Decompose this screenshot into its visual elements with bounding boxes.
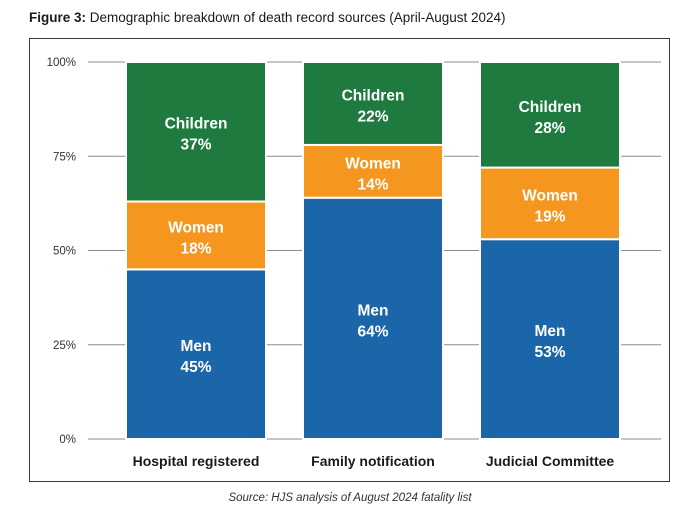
bar-segment-women <box>125 200 267 271</box>
segment-label: Women <box>345 155 401 172</box>
figure-label: Figure 3: <box>29 10 87 25</box>
y-tick-label: 75% <box>53 151 76 163</box>
y-tick-label: 0% <box>59 434 76 446</box>
segment-label: Children <box>165 116 228 133</box>
bar-segment-women <box>479 166 621 241</box>
data-label: 53% <box>534 344 565 361</box>
y-tick-label: 25% <box>53 340 76 352</box>
source-note: Source: HJS analysis of August 2024 fata… <box>228 492 472 504</box>
category-label: Family notification <box>311 453 435 469</box>
bar-segment-children <box>479 61 621 169</box>
y-tick-label: 50% <box>53 246 76 258</box>
figure-title: Figure 3: Demographic breakdown of death… <box>29 10 506 25</box>
category-label: Hospital registered <box>133 453 260 469</box>
stacked-bar-chart: 0% 25% 50% 75% 100% Men 45% Women 18% Children 37%… <box>47 57 661 469</box>
bar-segment-men <box>479 238 621 440</box>
bar-segment-children <box>125 61 267 203</box>
bar-segment-men <box>125 268 267 440</box>
category-label: Judicial Committee <box>486 453 615 469</box>
segment-label: Men <box>181 338 212 355</box>
data-label: 18% <box>180 240 211 257</box>
figure-title-text: Demographic breakdown of death record so… <box>89 10 506 25</box>
data-label: 14% <box>357 176 388 193</box>
chart-frame: 0% 25% 50% 75% 100% Men 45% Women 18% Children 37%… <box>29 38 670 482</box>
data-label: 64% <box>357 323 388 340</box>
data-label: 37% <box>180 137 211 154</box>
segment-label: Women <box>168 219 224 236</box>
segment-label: Men <box>535 323 566 340</box>
data-label: 22% <box>357 108 388 125</box>
data-label: 19% <box>534 208 565 225</box>
bar-segment-children <box>302 61 444 146</box>
data-label: 45% <box>180 359 211 376</box>
segment-label: Children <box>342 87 405 104</box>
data-label: 28% <box>534 120 565 137</box>
y-tick-label: 100% <box>47 57 76 69</box>
segment-label: Children <box>519 99 582 116</box>
segment-label: Men <box>358 302 389 319</box>
segment-label: Women <box>522 187 578 204</box>
